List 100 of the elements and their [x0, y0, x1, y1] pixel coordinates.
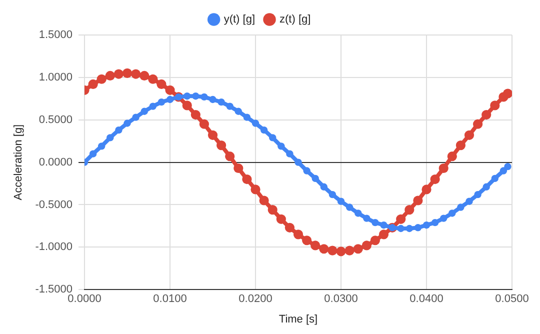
- point: [284, 222, 295, 232]
- point: [200, 93, 208, 101]
- point: [182, 100, 192, 110]
- point: [320, 183, 328, 191]
- point: [132, 114, 140, 121]
- point: [363, 214, 370, 222]
- point: [397, 224, 404, 232]
- point: [158, 98, 166, 106]
- point: [226, 102, 234, 110]
- x-axis-title: Time [s]: [278, 313, 318, 326]
- point: [440, 214, 448, 222]
- point: [293, 230, 304, 240]
- point: [482, 183, 490, 191]
- point: [430, 174, 440, 184]
- point: [98, 142, 106, 150]
- point: [166, 96, 174, 104]
- point: [105, 70, 115, 81]
- point: [276, 214, 286, 224]
- x-tick-label: 0.0000: [68, 293, 102, 306]
- point: [156, 79, 166, 90]
- point: [447, 152, 457, 162]
- point: [114, 69, 124, 79]
- point: [124, 120, 131, 127]
- point: [184, 92, 191, 100]
- point: [413, 196, 423, 206]
- point: [504, 162, 512, 170]
- point: [225, 152, 235, 162]
- point: [140, 70, 150, 81]
- point: [500, 167, 508, 174]
- point: [268, 205, 278, 215]
- point: [490, 100, 500, 110]
- point: [243, 114, 251, 121]
- point: [422, 184, 432, 194]
- point: [337, 198, 345, 205]
- point: [286, 150, 294, 158]
- legend-label: z(t) [g]: [280, 14, 311, 26]
- point: [242, 174, 252, 184]
- point: [250, 184, 260, 194]
- point: [319, 244, 329, 254]
- point: [192, 92, 200, 100]
- point: [378, 230, 389, 240]
- point: [218, 98, 225, 106]
- x-tick-label: 0.0300: [324, 293, 358, 306]
- y-axis-title: Acceleration [g]: [12, 124, 25, 200]
- point: [370, 236, 380, 246]
- point: [302, 236, 312, 246]
- point: [209, 96, 216, 104]
- point: [234, 163, 244, 174]
- point: [328, 190, 336, 198]
- point: [456, 140, 466, 150]
- point: [448, 210, 456, 217]
- point: [165, 85, 175, 95]
- point: [431, 218, 439, 226]
- point: [406, 224, 413, 232]
- point: [88, 79, 98, 90]
- point: [354, 210, 362, 217]
- legend-label: y(t) [g]: [224, 14, 256, 26]
- point: [199, 119, 210, 129]
- point: [482, 110, 492, 120]
- x-tick-label: 0.0500: [495, 293, 529, 306]
- point: [260, 126, 268, 134]
- point: [372, 218, 379, 226]
- point: [140, 108, 148, 115]
- y-tick-label: 1.0000: [38, 71, 73, 84]
- point: [346, 204, 354, 211]
- point: [234, 108, 242, 115]
- point: [190, 110, 200, 120]
- point: [216, 140, 226, 150]
- point: [474, 190, 482, 198]
- point: [208, 130, 218, 140]
- point: [149, 102, 157, 110]
- point: [310, 240, 320, 250]
- point: [303, 167, 310, 174]
- point: [131, 69, 141, 79]
- point: [466, 198, 473, 205]
- point: [353, 244, 363, 254]
- point: [491, 174, 498, 182]
- point: [106, 134, 114, 142]
- point: [122, 68, 132, 78]
- y-tick-label: -1.5000: [35, 284, 73, 296]
- y-tick-label: 1.5000: [38, 29, 73, 42]
- point: [328, 246, 338, 256]
- point: [464, 130, 474, 140]
- point: [473, 119, 483, 129]
- y-tick-label: -0.5000: [35, 198, 73, 211]
- point: [422, 222, 430, 229]
- x-tick-label: 0.0400: [410, 293, 444, 306]
- y-tick-label: -1.0000: [35, 241, 73, 254]
- point: [96, 74, 106, 84]
- point: [502, 88, 512, 98]
- point: [148, 74, 158, 84]
- point: [457, 204, 464, 211]
- y-tick-label: 0.0000: [38, 156, 73, 168]
- point: [312, 174, 319, 182]
- point: [404, 205, 414, 215]
- point: [414, 224, 422, 232]
- point: [259, 196, 269, 206]
- point: [115, 126, 122, 134]
- point: [269, 134, 276, 142]
- point: [380, 222, 388, 229]
